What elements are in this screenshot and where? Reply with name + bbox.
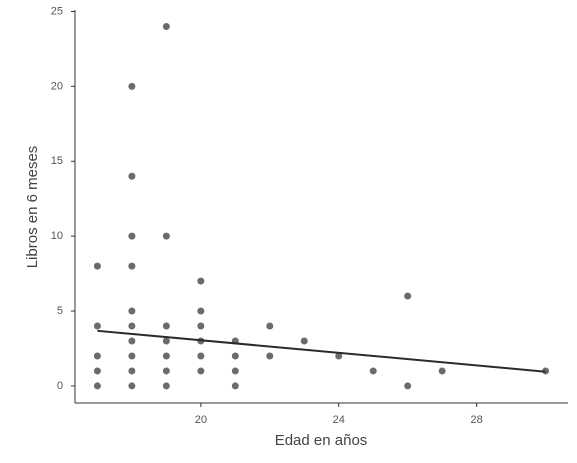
point (162, 352, 170, 360)
y-tick-label: 5 (57, 305, 63, 317)
point (128, 337, 136, 345)
point (197, 277, 205, 285)
point (231, 367, 239, 375)
x-tick-label: 20 (195, 414, 207, 426)
point (93, 367, 101, 375)
point (162, 382, 170, 390)
point (197, 367, 205, 375)
point (162, 337, 170, 345)
point (438, 367, 446, 375)
point (128, 322, 136, 330)
point (128, 82, 136, 90)
point (404, 382, 412, 390)
y-tick-label: 0 (57, 380, 63, 392)
point (231, 352, 239, 360)
point (300, 337, 308, 345)
point (197, 322, 205, 330)
y-tick-label: 25 (51, 5, 63, 17)
point (128, 232, 136, 240)
point (93, 262, 101, 270)
point (404, 292, 412, 300)
point (128, 172, 136, 180)
trend-line (97, 329, 546, 373)
point (128, 262, 136, 270)
x-axis-label: Edad en años (275, 432, 368, 449)
point (197, 352, 205, 360)
point (93, 352, 101, 360)
point (266, 352, 274, 360)
point (162, 232, 170, 240)
point (128, 382, 136, 390)
point (162, 322, 170, 330)
point (162, 367, 170, 375)
point (93, 382, 101, 390)
point (197, 307, 205, 315)
x-tick-label: 28 (471, 414, 483, 426)
y-tick-label: 20 (51, 80, 63, 92)
point (231, 382, 239, 390)
point (266, 322, 274, 330)
point (128, 352, 136, 360)
x-tick-label: 24 (333, 414, 345, 426)
point (128, 367, 136, 375)
y-tick-label: 15 (51, 155, 63, 167)
point (93, 322, 101, 330)
point (128, 307, 136, 315)
point (162, 22, 170, 30)
y-axis-label: Libros en 6 meses (24, 146, 41, 269)
point (369, 367, 377, 375)
point (335, 352, 343, 360)
y-tick-label: 10 (51, 230, 63, 242)
